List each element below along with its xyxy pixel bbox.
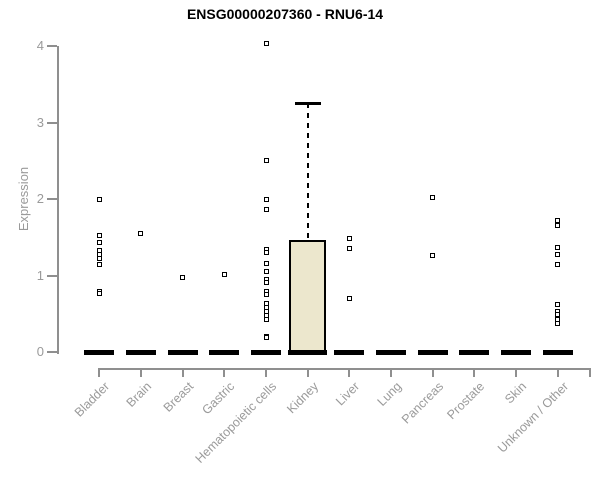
outlier-point	[263, 158, 269, 164]
outlier-point	[138, 231, 144, 237]
outlier-point	[346, 296, 352, 302]
outlier-point	[430, 253, 436, 259]
y-tick-label: 4	[36, 37, 44, 53]
median-bar	[84, 349, 115, 355]
y-axis-line	[57, 45, 59, 355]
x-axis-tick	[390, 368, 393, 377]
y-axis-tick	[47, 121, 57, 124]
y-tick-label: 0	[36, 344, 44, 360]
x-axis-tick	[348, 368, 351, 377]
outlier-point	[96, 240, 102, 246]
outlier-point	[263, 269, 269, 275]
x-axis-tick	[139, 368, 142, 377]
x-axis-tick	[556, 368, 559, 377]
median-bar	[209, 349, 240, 355]
x-axis-end-tick	[589, 368, 591, 377]
outlier-point	[96, 233, 102, 239]
outlier-point	[346, 236, 352, 242]
outlier-point	[555, 262, 561, 268]
y-axis-tick	[47, 44, 57, 47]
y-tick-label: 2	[36, 191, 44, 207]
x-axis-tick	[181, 368, 184, 377]
outlier-point	[263, 291, 269, 297]
outlier-point	[555, 251, 561, 257]
x-axis-tick	[431, 368, 434, 377]
median-bar	[501, 349, 532, 355]
outlier-point	[221, 271, 227, 277]
median-bar	[417, 349, 448, 355]
whisker-cap	[294, 102, 321, 105]
outlier-point	[555, 312, 561, 318]
outlier-point	[263, 316, 269, 322]
outlier-point	[180, 274, 186, 280]
x-axis-tick	[473, 368, 476, 377]
outlier-point	[263, 280, 269, 286]
median-bar	[334, 349, 365, 355]
outlier-point	[263, 335, 269, 341]
outlier-point	[96, 251, 102, 257]
x-axis-tick	[223, 368, 226, 377]
chart-title: ENSG00000207360 - RNU6-14	[186, 6, 384, 22]
y-axis-tick	[47, 198, 57, 201]
median-bar	[376, 349, 407, 355]
x-axis-tick	[265, 368, 268, 377]
outlier-point	[346, 245, 352, 251]
median-bar	[167, 349, 198, 355]
outlier-point	[555, 302, 561, 308]
outlier-point	[96, 196, 102, 202]
y-tick-label: 1	[36, 267, 44, 283]
median-bar	[251, 349, 282, 355]
outlier-point	[430, 195, 436, 201]
box-kidney	[289, 240, 327, 355]
median-bar	[288, 349, 328, 355]
median-bar	[125, 349, 156, 355]
outlier-point	[96, 290, 102, 296]
x-axis-line	[99, 368, 591, 370]
outlier-point	[96, 261, 102, 267]
outlier-point	[263, 196, 269, 202]
outlier-point	[263, 250, 269, 256]
median-bar	[542, 349, 573, 355]
outlier-point	[263, 300, 269, 306]
x-axis-tick	[306, 368, 309, 377]
outlier-point	[555, 244, 561, 250]
y-axis-tick	[47, 351, 57, 354]
outlier-point	[263, 207, 269, 213]
median-bar	[459, 349, 490, 355]
x-axis-tick	[98, 368, 101, 377]
y-tick-label: 3	[36, 114, 44, 130]
outlier-point	[96, 256, 102, 262]
x-axis-tick	[515, 368, 518, 377]
outlier-point	[555, 222, 561, 228]
outlier-point	[263, 260, 269, 266]
y-axis-tick	[47, 274, 57, 277]
whisker-line	[306, 103, 309, 241]
outlier-point	[555, 218, 561, 224]
outlier-point	[263, 41, 269, 47]
outlier-point	[555, 320, 561, 326]
